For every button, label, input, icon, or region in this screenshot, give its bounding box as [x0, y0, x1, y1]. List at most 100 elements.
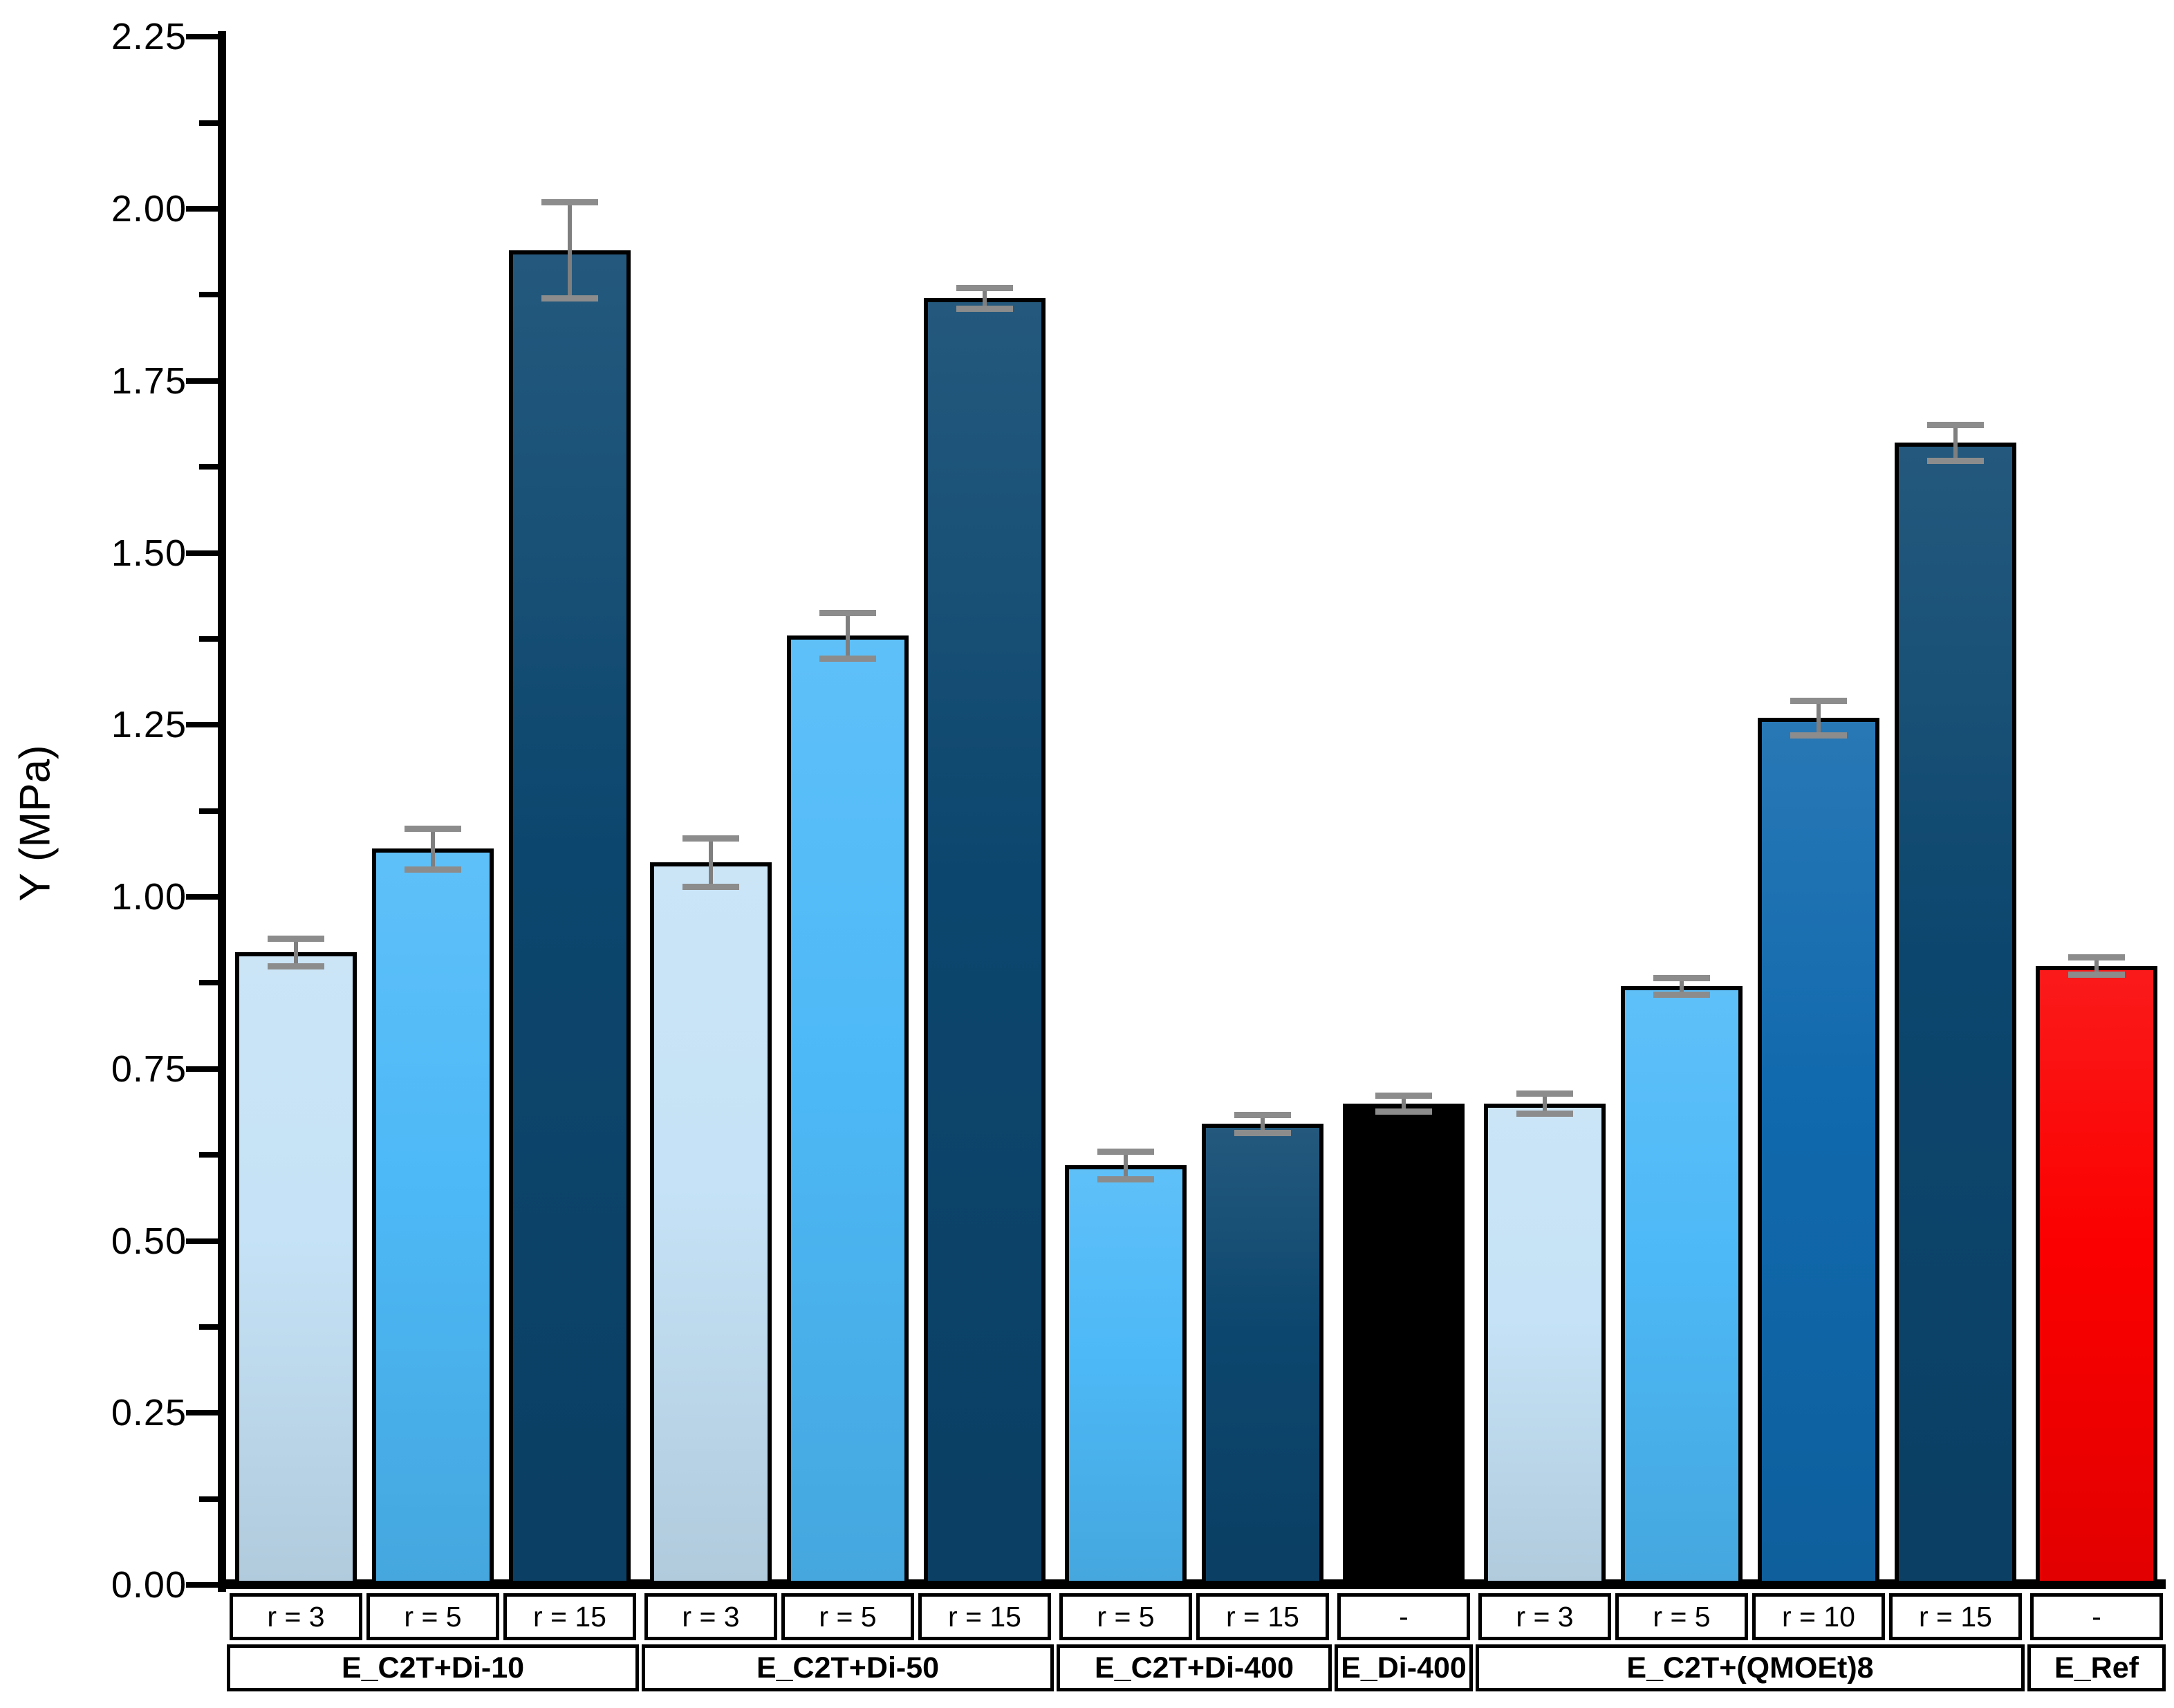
error-bar-line — [1261, 1115, 1265, 1133]
error-bar-cap — [1653, 992, 1710, 999]
bar-label-box: r = 3 — [644, 1593, 777, 1640]
error-bar-line — [1817, 700, 1821, 736]
y-minor-tick — [199, 1496, 218, 1502]
error-bar-cap — [2068, 954, 2125, 960]
error-bar-cap — [819, 655, 876, 662]
y-minor-tick — [199, 1152, 218, 1158]
bar-E_C2T+Di-50-r = 3 — [650, 862, 772, 1585]
y-tick-label: 1.25 — [111, 704, 187, 746]
error-bar-cap — [1375, 1108, 1432, 1115]
group-label-box: E_C2T+Di-10 — [227, 1644, 639, 1691]
error-bar-cap — [682, 884, 739, 891]
bar-E_C2T+Di-10-r = 5 — [372, 848, 494, 1585]
error-bar-cap — [956, 306, 1013, 313]
y-tick-label: 0.75 — [111, 1048, 187, 1090]
error-bar-cap — [1516, 1090, 1573, 1097]
bar-E_C2T+Di-50-r = 5 — [787, 635, 909, 1585]
y-tick-label: 0.00 — [111, 1564, 187, 1606]
error-bar-line — [568, 202, 572, 299]
bar-E_C2T+Di-400-r = 5 — [1065, 1165, 1187, 1585]
error-bar-cap — [1653, 975, 1710, 982]
y-minor-tick — [199, 120, 218, 126]
y-tick-label: 1.50 — [111, 532, 187, 574]
error-bar-line — [846, 613, 850, 658]
error-bar-cap — [1097, 1176, 1154, 1182]
error-bar-line — [2094, 956, 2099, 975]
bar-E_C2T+(QMOEt)8-r = 3 — [1484, 1103, 1606, 1585]
error-bar-line — [1124, 1151, 1128, 1179]
bar-E_C2T+Di-400-r = 15 — [1202, 1124, 1323, 1585]
bar-E_Ref-- — [2036, 965, 2157, 1585]
y-major-tick — [186, 722, 218, 728]
y-major-tick — [186, 1066, 218, 1072]
error-bar-cap — [819, 610, 876, 617]
y-tick-label: 2.00 — [111, 188, 187, 230]
y-major-tick — [186, 378, 218, 384]
y-major-tick — [186, 1238, 218, 1244]
bar-label-box: - — [1337, 1593, 1470, 1640]
y-tick-label: 1.75 — [111, 360, 187, 402]
error-bar-cap — [541, 295, 598, 302]
error-bar-line — [294, 938, 298, 966]
bar-E_C2T+(QMOEt)8-r = 5 — [1621, 986, 1743, 1585]
error-bar-cap — [1790, 732, 1847, 739]
error-bar-cap — [1927, 458, 1984, 465]
error-bar-cap — [682, 835, 739, 842]
y-major-tick — [186, 894, 218, 900]
error-bar-cap — [541, 199, 598, 206]
bar-E_Di-400-- — [1343, 1103, 1465, 1585]
y-major-tick — [186, 550, 218, 556]
bar-label-box: r = 15 — [1889, 1593, 2022, 1640]
error-bar-cap — [1790, 698, 1847, 705]
error-bar-line — [1953, 425, 1958, 461]
error-bar-line — [1680, 978, 1684, 995]
error-bar-cap — [2068, 972, 2125, 978]
bar-label-box: r = 15 — [1196, 1593, 1329, 1640]
error-bar-cap — [1097, 1149, 1154, 1155]
error-bar-cap — [1375, 1092, 1432, 1099]
error-bar-cap — [1234, 1112, 1291, 1119]
y-minor-tick — [199, 292, 218, 298]
y-major-tick — [186, 206, 218, 212]
bar-label-box: r = 5 — [1615, 1593, 1748, 1640]
error-bar-line — [1402, 1095, 1406, 1112]
group-label-box: E_C2T+Di-400 — [1057, 1644, 1332, 1691]
bar-label-box: r = 15 — [503, 1593, 636, 1640]
bar-label-box: r = 3 — [1478, 1593, 1611, 1640]
y-major-tick — [186, 34, 218, 40]
bar-label-box: r = 5 — [1059, 1593, 1192, 1640]
error-bar-cap — [1516, 1111, 1573, 1117]
bar-E_C2T+Di-50-r = 15 — [924, 298, 1046, 1585]
bar-label-box: r = 15 — [918, 1593, 1051, 1640]
y-minor-tick — [199, 808, 218, 814]
error-bar-line — [431, 828, 435, 870]
y-tick-label: 2.25 — [111, 16, 187, 58]
error-bar-cap — [1234, 1130, 1291, 1137]
error-bar-cap — [268, 963, 324, 969]
y-axis-line — [218, 31, 226, 1592]
error-bar-cap — [405, 866, 461, 873]
y-tick-label: 0.50 — [111, 1220, 187, 1262]
bar-E_C2T+Di-10-r = 3 — [235, 952, 357, 1585]
bar-label-box: r = 5 — [366, 1593, 499, 1640]
y-tick-label: 1.00 — [111, 876, 187, 918]
error-bar-line — [1543, 1093, 1547, 1114]
error-bar-cap — [405, 825, 461, 832]
group-label-box: E_C2T+(QMOEt)8 — [1476, 1644, 2025, 1691]
y-major-tick — [186, 1582, 218, 1588]
bar-label-box: r = 5 — [781, 1593, 914, 1640]
error-bar-line — [709, 838, 713, 887]
bar-E_C2T+Di-10-r = 15 — [509, 250, 631, 1585]
group-label-box: E_Ref — [2027, 1644, 2166, 1691]
group-label-box: E_C2T+Di-50 — [642, 1644, 1054, 1691]
group-label-box: E_Di-400 — [1335, 1644, 1473, 1691]
error-bar-cap — [1927, 422, 1984, 429]
error-bar-cap — [268, 935, 324, 942]
y-minor-tick — [199, 1324, 218, 1330]
bar-label-box: r = 10 — [1752, 1593, 1885, 1640]
y-major-tick — [186, 1410, 218, 1416]
bar-E_C2T+(QMOEt)8-r = 15 — [1895, 443, 2016, 1585]
bar-E_C2T+(QMOEt)8-r = 10 — [1758, 718, 1879, 1585]
y-minor-tick — [199, 464, 218, 470]
